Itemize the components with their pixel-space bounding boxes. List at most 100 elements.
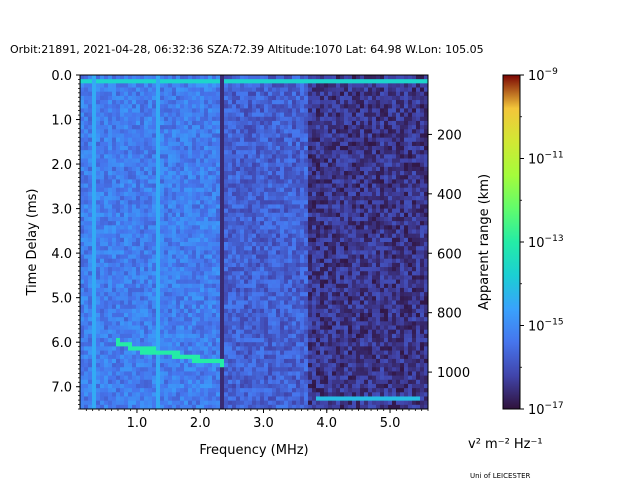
heatmap-cell [324, 204, 329, 209]
heatmap-cell [316, 116, 321, 122]
heatmap-cell [304, 250, 309, 255]
heatmap-cell [96, 400, 101, 406]
heatmap-cell [184, 267, 189, 272]
heatmap-cell [296, 237, 301, 243]
heatmap-cell [120, 404, 125, 410]
heatmap-cell [80, 196, 85, 201]
heatmap-cell [196, 225, 201, 230]
heatmap-cell [284, 95, 289, 101]
heatmap-cell [216, 358, 221, 364]
heatmap-cell [284, 308, 289, 314]
heatmap-cell [324, 304, 329, 310]
heatmap-cell [248, 400, 253, 406]
heatmap-cell [232, 179, 237, 184]
heatmap-cell [300, 183, 305, 189]
heatmap-cell [168, 363, 173, 368]
heatmap-cell [276, 275, 281, 280]
heatmap-cell [288, 354, 293, 360]
heatmap-cell [244, 129, 249, 134]
heatmap-cell [292, 392, 297, 397]
heatmap-cell [148, 283, 153, 289]
heatmap-cell [196, 371, 201, 377]
heatmap-cell [244, 187, 249, 193]
heatmap-cell [112, 87, 117, 93]
heatmap-cell [172, 237, 177, 243]
heatmap-cell [224, 229, 229, 235]
heatmap-cell [184, 296, 189, 301]
heatmap-cell [276, 75, 281, 80]
heatmap-cell [228, 383, 233, 389]
heatmap-cell [104, 229, 109, 235]
heatmap-cell [88, 229, 93, 235]
heatmap-cell [220, 179, 225, 184]
heatmap-cell [112, 171, 117, 176]
heatmap-cell [152, 312, 157, 318]
heatmap-cell [256, 204, 261, 209]
heatmap-cell [216, 137, 221, 143]
heatmap-cell [152, 392, 157, 397]
heatmap-cell [292, 204, 297, 209]
heatmap-cell [268, 375, 273, 381]
heatmap-cell [316, 354, 321, 360]
heatmap-cell [216, 246, 221, 251]
heatmap-cell [168, 325, 173, 331]
heatmap-cell [80, 145, 85, 151]
heatmap-cell [88, 371, 93, 377]
heatmap-cell [80, 375, 85, 381]
heatmap-cell [268, 254, 273, 260]
heatmap-cell [260, 242, 265, 247]
heatmap-cell [204, 150, 209, 155]
heatmap-cell [328, 166, 333, 172]
heatmap-cell [276, 87, 281, 93]
heatmap-cell [208, 133, 213, 139]
heatmap-cell [300, 95, 305, 101]
heatmap-cell [328, 175, 333, 180]
heatmap-cell [260, 267, 265, 272]
heatmap-cell [224, 254, 229, 260]
heatmap-cell [288, 216, 293, 222]
heatmap-cell [92, 317, 97, 322]
heatmap-cell [152, 237, 157, 243]
heatmap-cell [100, 196, 105, 201]
heatmap-cell [324, 166, 329, 172]
heatmap-cell [152, 333, 157, 339]
heatmap-cell [104, 125, 109, 130]
heatmap-cell [208, 312, 213, 318]
heatmap-cell [232, 292, 237, 297]
heatmap-cell [208, 267, 213, 272]
heatmap-cell [244, 254, 249, 260]
heatmap-cell [248, 183, 253, 189]
heatmap-cell [148, 258, 153, 264]
heatmap-cell [236, 388, 241, 393]
heatmap-cell [80, 383, 85, 389]
heatmap-cell [96, 200, 101, 205]
heatmap-cell [236, 208, 241, 214]
heatmap-cell [244, 396, 249, 402]
heatmap-cell [300, 187, 305, 193]
heatmap-cell [324, 367, 329, 372]
heatmap-cell [168, 125, 173, 130]
heatmap-cell [220, 183, 225, 189]
heatmap-cell [88, 267, 93, 272]
heatmap-cell [180, 329, 185, 335]
heatmap-cell [172, 204, 177, 209]
heatmap-cell [148, 137, 153, 143]
heatmap-cell [152, 371, 157, 377]
heatmap-cell [132, 158, 137, 164]
heatmap-cell [264, 141, 269, 147]
heatmap-cell [80, 83, 85, 88]
heatmap-cell [116, 262, 121, 268]
heatmap-cell [280, 271, 285, 276]
heatmap-cell [108, 100, 113, 105]
heatmap-cell [104, 388, 109, 393]
heatmap-cell [200, 262, 205, 268]
heatmap-cell [288, 171, 293, 176]
heatmap-cell [88, 233, 93, 239]
heatmap-cell [160, 396, 165, 402]
heatmap-cell [280, 158, 285, 164]
heatmap-cell [256, 242, 261, 247]
heatmap-cell [188, 87, 193, 93]
heatmap-cell [316, 225, 321, 230]
heatmap-cell [256, 321, 261, 326]
heatmap-cell [300, 271, 305, 276]
